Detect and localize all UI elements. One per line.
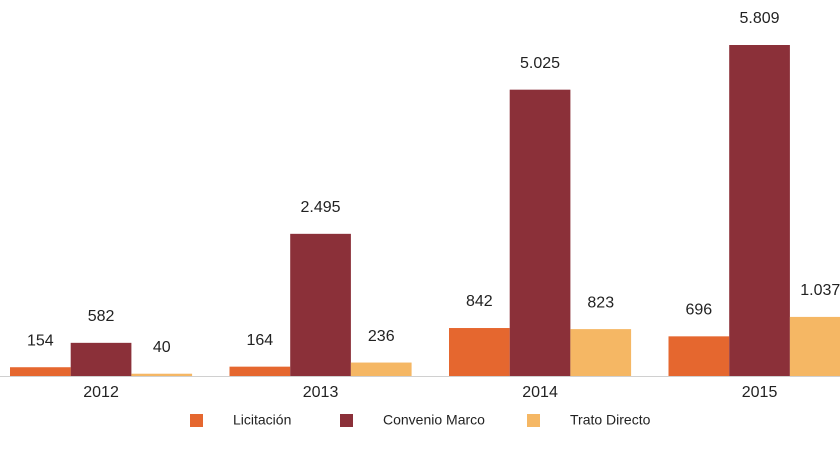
value-label: 236 [368,328,395,345]
x-tick-label: 2013 [303,384,339,401]
bar [729,45,790,376]
value-label: 842 [466,293,493,310]
legend-text: Convenio Marco [383,412,485,428]
value-label: 696 [685,302,712,319]
value-label: 164 [246,332,273,349]
bar [131,373,193,376]
bar [570,329,632,376]
bar [10,367,71,376]
legend-swatch [190,414,203,427]
legend-text: Trato Directo [570,412,651,428]
bar [290,233,351,376]
legend-text: Licitación [233,412,291,428]
x-tick-label: 2014 [522,384,558,401]
value-label: 582 [88,308,115,325]
value-label: 5.809 [740,10,780,27]
x-tick-label: 2015 [742,384,778,401]
value-label: 154 [27,332,54,349]
value-label: 5.025 [520,55,560,72]
bar [789,316,840,376]
bar [70,342,132,376]
legend-swatch [527,414,540,427]
legend-swatch [340,414,353,427]
bar [350,362,412,376]
bar [449,328,510,376]
bar [668,336,730,376]
x-tick-label: 2012 [83,384,119,401]
bar [509,89,571,376]
value-label: 823 [587,294,614,311]
value-label: 1.037 [800,282,840,299]
value-label: 40 [153,339,171,356]
bar [229,366,291,376]
value-label: 2.495 [301,199,341,216]
